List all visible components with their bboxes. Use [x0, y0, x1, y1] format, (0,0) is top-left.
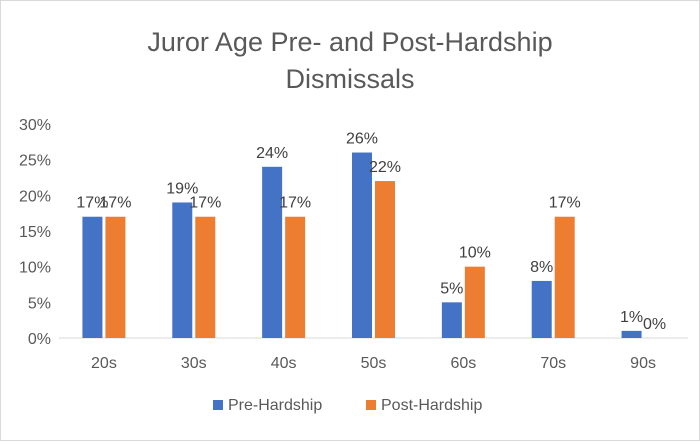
bar-post-hardship-40s: [285, 216, 306, 338]
legend-swatch-pre-hardship: [213, 400, 223, 410]
legend-label-post-hardship: Post-Hardship: [381, 397, 482, 414]
legend-label-pre-hardship: Pre-Hardship: [228, 397, 322, 414]
y-tick-label: 30%: [19, 117, 51, 134]
y-tick-label: 0%: [28, 331, 51, 348]
legend: Pre-Hardship Post-Hardship: [213, 397, 482, 414]
chart-title-line-1: Juror Age Pre- and Post-Hardship: [147, 27, 552, 57]
data-label: 10%: [459, 245, 491, 262]
data-label: 19%: [166, 180, 198, 197]
bar-pre-hardship-30s: [172, 202, 193, 338]
data-label: 5%: [440, 280, 463, 297]
data-label: 17%: [279, 195, 311, 212]
x-tick-label: 50s: [361, 355, 387, 372]
y-tick-label: 15%: [19, 224, 51, 241]
x-tick-label: 90s: [630, 355, 656, 372]
bar-post-hardship-60s: [464, 266, 485, 338]
y-tick-label: 20%: [19, 188, 51, 205]
legend-swatch-post-hardship: [366, 400, 376, 410]
x-tick-label: 30s: [181, 355, 207, 372]
y-tick-label: 10%: [19, 260, 51, 277]
x-tick-label: 70s: [540, 355, 566, 372]
bar-pre-hardship-70s: [531, 280, 552, 338]
data-label: 17%: [76, 195, 108, 212]
bar-post-hardship-70s: [554, 216, 575, 338]
data-label: 1%: [620, 309, 643, 326]
bar-pre-hardship-40s: [262, 166, 283, 338]
data-label: 0%: [643, 316, 666, 333]
bar-post-hardship-20s: [105, 216, 126, 338]
data-label: 26%: [346, 131, 378, 148]
data-label: 24%: [256, 145, 288, 162]
x-tick-label: 20s: [91, 355, 117, 372]
data-label: 17%: [99, 195, 131, 212]
data-label: 17%: [549, 195, 581, 212]
axes-group: 0% 5% 10% 15% 20% 25% 30% 20s 30s 40s 50s 60s 70s 90s: [19, 117, 688, 372]
data-label: 8%: [530, 259, 553, 276]
bar-post-hardship-50s: [375, 181, 395, 338]
bars-group: 17%19%24%26%5%8%1%17% 17% 17%22%10%17%0%: [76, 131, 666, 338]
bar-post-hardship-30s: [195, 216, 216, 338]
chart-title-line-2: Dismissals: [285, 64, 414, 94]
bar-pre-hardship-60s: [441, 302, 462, 338]
data-label: 17%: [189, 195, 221, 212]
y-tick-label: 25%: [19, 153, 51, 170]
x-tick-label: 40s: [271, 355, 297, 372]
data-label: 22%: [369, 159, 401, 176]
y-tick-label: 5%: [28, 295, 51, 312]
bar-pre-hardship-20s: [82, 216, 103, 338]
bar-pre-hardship-50s: [352, 152, 372, 338]
x-tick-label: 60s: [450, 355, 476, 372]
bar-pre-hardship-90s: [621, 330, 642, 338]
